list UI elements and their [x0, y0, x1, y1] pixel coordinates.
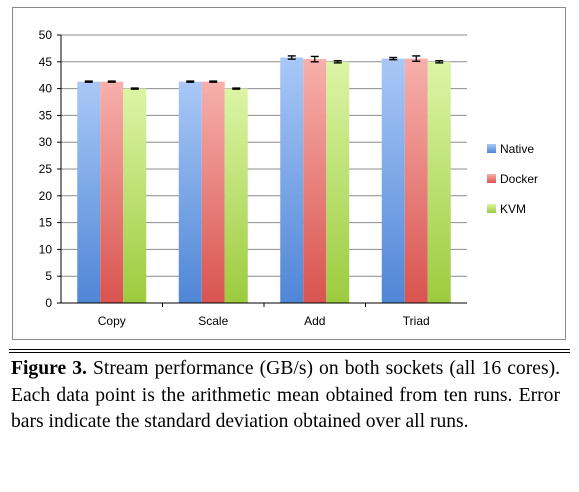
bars — [77, 57, 451, 304]
bar-add-kvm — [326, 61, 350, 303]
caption-label: Figure 3. — [11, 358, 87, 379]
y-tick-label-25: 25 — [39, 162, 53, 176]
bar-add-docker — [303, 59, 327, 304]
y-tick-label-15: 15 — [39, 216, 53, 230]
bar-triad-docker — [404, 58, 428, 303]
x-category-label-triad: Triad — [403, 314, 430, 328]
chart-frame: 0 5 10 15 20 25 30 35 40 45 50 Copy Scale Add Triad N… — [12, 7, 566, 340]
x-category-label-scale: Scale — [198, 314, 228, 328]
x-category-label-copy: Copy — [98, 314, 126, 328]
bar-add-native — [280, 57, 304, 304]
legend-swatch-kvm — [487, 204, 496, 213]
figure-caption: Figure 3. Stream performance (GB/s) on b… — [11, 356, 560, 436]
axes — [57, 34, 467, 307]
caption-rule-bottom — [9, 352, 570, 353]
legend: Native Docker KVM — [487, 142, 538, 216]
y-tick-label-0: 0 — [45, 296, 52, 310]
y-tick-label-20: 20 — [39, 189, 53, 203]
bar-copy-kvm — [123, 88, 147, 303]
y-tick-label-10: 10 — [39, 242, 53, 256]
y-tick-label-5: 5 — [45, 269, 52, 283]
bar-copy-native — [77, 81, 101, 303]
legend-label-kvm: KVM — [500, 202, 526, 216]
y-tick-label-50: 50 — [39, 28, 53, 42]
bar-triad-kvm — [427, 61, 451, 303]
y-tick-label-30: 30 — [39, 135, 53, 149]
legend-label-native: Native — [500, 142, 534, 156]
x-axis-category-labels: Copy Scale Add Triad — [98, 314, 430, 328]
legend-label-docker: Docker — [500, 172, 538, 186]
y-axis-tick-labels: 0 5 10 15 20 25 30 35 40 45 50 — [39, 28, 53, 310]
bar-scale-docker — [201, 81, 225, 303]
bar-copy-docker — [100, 81, 124, 303]
caption-rule-top — [9, 349, 570, 350]
y-tick-label-45: 45 — [39, 55, 53, 69]
error-bars — [84, 55, 444, 90]
y-tick-label-40: 40 — [39, 82, 53, 96]
bar-scale-kvm — [224, 88, 248, 303]
x-category-label-add: Add — [304, 314, 325, 328]
legend-swatch-docker — [487, 174, 496, 183]
caption-text: Stream performance (GB/s) on both socket… — [11, 358, 560, 432]
y-tick-label-35: 35 — [39, 108, 53, 122]
bar-scale-native — [178, 81, 202, 303]
legend-swatch-native — [487, 144, 496, 153]
bar-triad-native — [381, 58, 405, 303]
bar-chart: 0 5 10 15 20 25 30 35 40 45 50 Copy Scale Add Triad N… — [39, 28, 538, 328]
